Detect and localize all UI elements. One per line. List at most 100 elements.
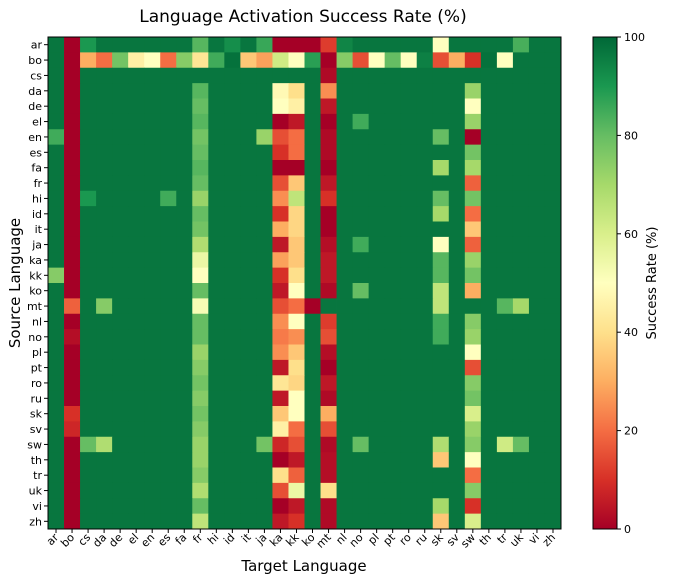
heatmap-cell-th-ro [400, 452, 418, 468]
heatmap-cell-ro-kk [288, 375, 305, 392]
heatmap-cell-fa-ru [416, 160, 434, 176]
heatmap-cell-nl-sk [432, 313, 450, 330]
heatmap-cell-ka-pl [368, 252, 386, 269]
heatmap-cell-pl-id [224, 344, 241, 361]
heatmap-cell-id-mt [320, 206, 337, 222]
heatmap-cell-zh-tr [496, 513, 514, 530]
heatmap-cell-ro-ka [272, 375, 289, 392]
heatmap-cell-fr-uk [512, 175, 530, 192]
heatmap-cell-ar-sw [464, 37, 482, 53]
heatmap-cell-no-th [480, 329, 498, 345]
heatmap-cell-kk-ja [256, 267, 273, 284]
heatmap-cell-pt-mt [320, 359, 337, 376]
heatmap-cell-fa-es [160, 160, 177, 176]
heatmap-cell-zh-pl [368, 513, 386, 530]
heatmap-cell-ro-it [240, 375, 257, 392]
y-tick-label-ko: ko [29, 285, 42, 298]
heatmap-cell-pl-fr [192, 344, 209, 361]
heatmap-cell-pt-ru [416, 359, 434, 376]
heatmap-cell-pl-pl [368, 344, 386, 361]
heatmap-cell-zh-da [96, 513, 113, 530]
heatmap-cell-ar-en [144, 37, 161, 53]
heatmap-cell-da-ko [304, 83, 321, 99]
heatmap-cell-cs-nl [336, 67, 353, 84]
colorbar-tick-label-0: 0 [624, 523, 631, 536]
heatmap-cell-ru-sw [464, 390, 482, 407]
heatmap-cell-sw-de [112, 436, 129, 453]
heatmap-cell-th-tr [496, 452, 514, 468]
heatmap-cell-hi-es [160, 190, 177, 207]
heatmap-cell-kk-mt [320, 267, 337, 284]
heatmap-cell-zh-kk [288, 513, 305, 530]
heatmap-cell-sw-uk [512, 436, 530, 453]
heatmap-cell-sw-bo [64, 436, 81, 453]
heatmap-cell-id-ja [256, 206, 273, 222]
heatmap-cell-de-no [352, 98, 370, 115]
heatmap-cell-cs-ru [416, 67, 434, 84]
heatmap-cell-da-uk [512, 83, 530, 99]
heatmap-cell-hi-zh [544, 190, 562, 207]
heatmap-cell-th-pl [368, 452, 386, 468]
heatmap-cell-sk-vi [528, 406, 546, 422]
heatmap-cell-no-it [240, 329, 257, 345]
heatmap-cell-es-el [128, 144, 145, 161]
heatmap-cell-fr-sw [464, 175, 482, 192]
heatmap-cell-th-es [160, 452, 177, 468]
heatmap-cell-id-el [128, 206, 145, 222]
heatmap-cell-ro-th [480, 375, 498, 392]
heatmap-cell-pt-fa [176, 359, 193, 376]
heatmap-cell-vi-sk [432, 498, 450, 515]
heatmap-cell-pt-kk [288, 359, 305, 376]
heatmap-cell-ko-de [112, 283, 129, 299]
heatmap-cell-da-vi [528, 83, 546, 99]
heatmap-cell-da-ka [272, 83, 289, 99]
heatmap-cell-vi-hi [208, 498, 225, 515]
heatmap-cell-pt-bo [64, 359, 81, 376]
heatmap-cell-es-th [480, 144, 498, 161]
heatmap-cell-tr-da [96, 467, 113, 484]
heatmap-cell-sv-sk [432, 421, 450, 438]
heatmap-cell-zh-nl [336, 513, 353, 530]
heatmap-cell-da-en [144, 83, 161, 99]
heatmap-cell-ru-de [112, 390, 129, 407]
heatmap-cell-no-ko [304, 329, 321, 345]
heatmap-cell-sk-th [480, 406, 498, 422]
heatmap-cell-sw-da [96, 436, 113, 453]
heatmap-cell-sw-no [352, 436, 370, 453]
heatmap-cell-pt-el [128, 359, 145, 376]
heatmap-cell-sw-id [224, 436, 241, 453]
heatmap-cell-hi-ka [272, 190, 289, 207]
heatmap-cell-it-zh [544, 221, 562, 238]
heatmap-cell-da-de [112, 83, 129, 99]
heatmap-cell-cs-de [112, 67, 129, 84]
heatmap-cell-ko-fa [176, 283, 193, 299]
x-tick-label-sw: sw [458, 531, 478, 551]
heatmap-cell-fr-tr [496, 175, 514, 192]
y-tick-label-mt: mt [27, 300, 43, 313]
heatmap-cell-it-sk [432, 221, 450, 238]
heatmap-cell-sk-kk [288, 406, 305, 422]
heatmap-cell-vi-uk [512, 498, 530, 515]
y-tick-label-tr: tr [33, 469, 42, 482]
heatmap-cell-th-ru [416, 452, 434, 468]
heatmap-cell-sw-zh [544, 436, 562, 453]
heatmap-cell-ko-es [160, 283, 177, 299]
heatmap-cell-ja-ru [416, 236, 434, 253]
heatmap-cell-bo-ka [272, 52, 289, 69]
heatmap-cell-uk-ar [48, 482, 65, 499]
heatmap-cell-cs-pl [368, 67, 386, 84]
heatmap-cell-pt-ja [256, 359, 273, 376]
heatmap-cell-zh-sk [432, 513, 450, 530]
heatmap-cell-el-sw [464, 113, 482, 130]
heatmap-cell-da-pt [384, 83, 402, 99]
heatmap-cell-th-zh [544, 452, 562, 468]
heatmap-cell-en-cs [80, 129, 97, 146]
heatmap-cell-ka-ro [400, 252, 418, 269]
heatmap-cell-en-fa [176, 129, 193, 146]
heatmap-cell-fr-sk [432, 175, 450, 192]
heatmap-cell-bo-vi [528, 52, 546, 69]
heatmap-cell-fr-ro [400, 175, 418, 192]
heatmap-cell-cs-tr [496, 67, 514, 84]
heatmap-cell-fa-zh [544, 160, 562, 176]
heatmap-cell-ar-ar [48, 37, 65, 53]
